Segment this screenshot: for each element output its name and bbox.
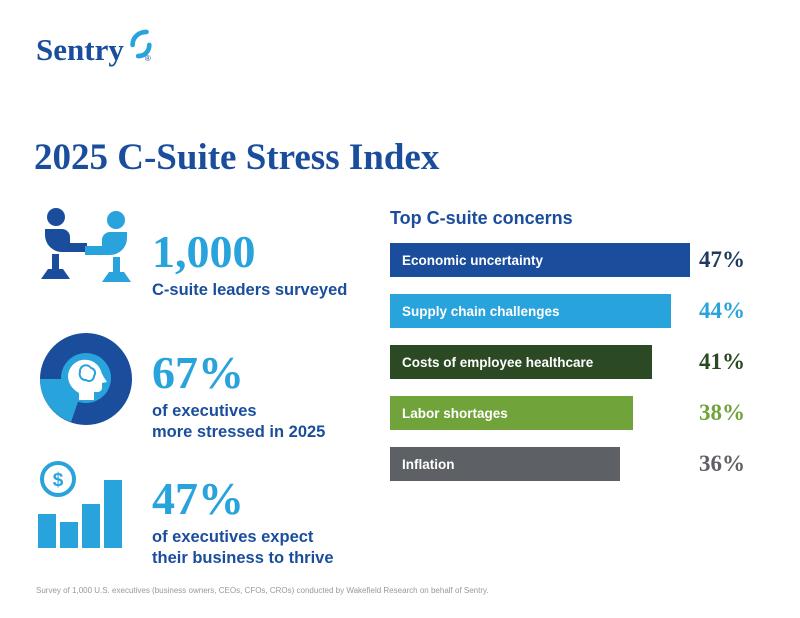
bar: Economic uncertainty (390, 243, 690, 277)
sentry-logo-text: Sentry (36, 32, 124, 67)
bar-row: Labor shortages 38% (390, 396, 790, 430)
concerns-bar-chart: Top C-suite concerns Economic uncertaint… (390, 208, 790, 498)
stat-business-thrive: $ 47% of executives expect their busines… (30, 458, 400, 570)
bar-track: Costs of employee healthcare (390, 345, 690, 379)
bar: Costs of employee healthcare (390, 345, 652, 379)
chart-title: Top C-suite concerns (390, 208, 573, 228)
svg-text:$: $ (53, 470, 64, 491)
bar-row: Costs of employee healthcare 41% (390, 345, 790, 379)
bar-value: 44% (699, 298, 745, 323)
bar-track: Labor shortages (390, 396, 690, 430)
registered-mark: ® (144, 54, 151, 63)
bar-row: Inflation 36% (390, 447, 790, 481)
stat-caption-line: more stressed in 2025 (152, 423, 326, 442)
stat-caption-line: of executives (152, 402, 257, 420)
stat-value: 67% (152, 347, 244, 398)
bar-value: 38% (699, 400, 745, 425)
bar-label: Inflation (402, 456, 455, 472)
bar: Supply chain challenges (390, 294, 671, 328)
bar-label: Supply chain challenges (402, 303, 560, 319)
brain-pie-icon (30, 332, 142, 426)
bar-value: 41% (699, 349, 745, 374)
bar-track: Economic uncertainty (390, 243, 690, 277)
stat-caption-line: C-suite leaders surveyed (152, 281, 348, 299)
bar-row: Economic uncertainty 47% (390, 243, 790, 277)
page-title: 2025 C-Suite Stress Index (34, 137, 440, 178)
sentry-swirl-icon (130, 29, 152, 59)
bar-value: 36% (699, 451, 745, 476)
bar-label: Labor shortages (402, 405, 508, 421)
stat-caption-line: of executives expect (152, 528, 314, 546)
dollar-bar-chart-icon: $ (30, 458, 142, 552)
sentry-logo: Sentry ® (36, 29, 152, 67)
stat-more-stressed: 67% of executives more stressed in 2025 (30, 332, 400, 444)
bar: Labor shortages (390, 396, 633, 430)
stat-value: 47% (152, 473, 244, 524)
bar-track: Supply chain challenges (390, 294, 690, 328)
bar-label: Economic uncertainty (402, 252, 544, 268)
stat-caption: C-suite leaders surveyed (152, 280, 347, 301)
footnote: Survey of 1,000 U.S. executives (busines… (36, 586, 489, 595)
stat-value: 1,000 (152, 226, 256, 277)
bar: Inflation (390, 447, 620, 481)
bar-label: Costs of employee healthcare (402, 354, 594, 370)
people-meeting-icon (30, 205, 142, 297)
stat-caption-line: their business to thrive (152, 549, 334, 568)
bar-track: Inflation (390, 447, 690, 481)
stat-leaders-surveyed: 1,000 C-suite leaders surveyed (30, 205, 400, 301)
stat-caption: of executives more stressed in 2025 (152, 401, 325, 444)
stat-caption: of executives expect their business to t… (152, 527, 334, 570)
bar-row: Supply chain challenges 44% (390, 294, 790, 328)
bar-value: 47% (699, 247, 745, 272)
